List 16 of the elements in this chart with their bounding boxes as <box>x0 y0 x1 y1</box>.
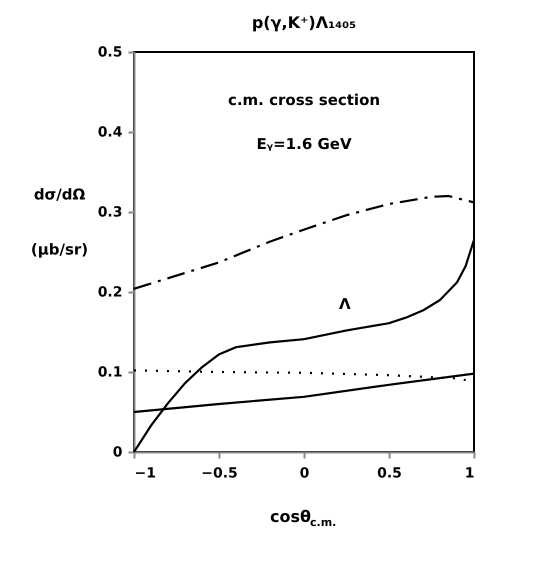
chart-title: p(γ,K⁺)Λ₁₄₀₅ <box>252 13 356 32</box>
y-tick-label: 0 <box>112 444 123 460</box>
annotation: Λ <box>338 295 351 313</box>
annotation: Eᵧ=1.6 GeV <box>256 135 352 153</box>
annotation: c.m. cross section <box>228 91 380 109</box>
y-tick-label: 0.2 <box>98 284 122 300</box>
y-tick-label: 0.4 <box>98 124 123 140</box>
x-tick-label: 0.5 <box>377 466 402 482</box>
y-tick-label: 0.1 <box>98 364 122 380</box>
x-tick-label: −1 <box>134 466 156 482</box>
text: dσ/dΩ (μb/sr) <box>30 186 88 258</box>
x-tick-label: 0 <box>300 466 310 482</box>
x-tick-label: −0.5 <box>201 466 238 482</box>
y-tick-label: 0.3 <box>98 204 122 220</box>
x-tick-label: 1 <box>464 466 474 482</box>
y-tick-label: 0.5 <box>98 44 122 60</box>
